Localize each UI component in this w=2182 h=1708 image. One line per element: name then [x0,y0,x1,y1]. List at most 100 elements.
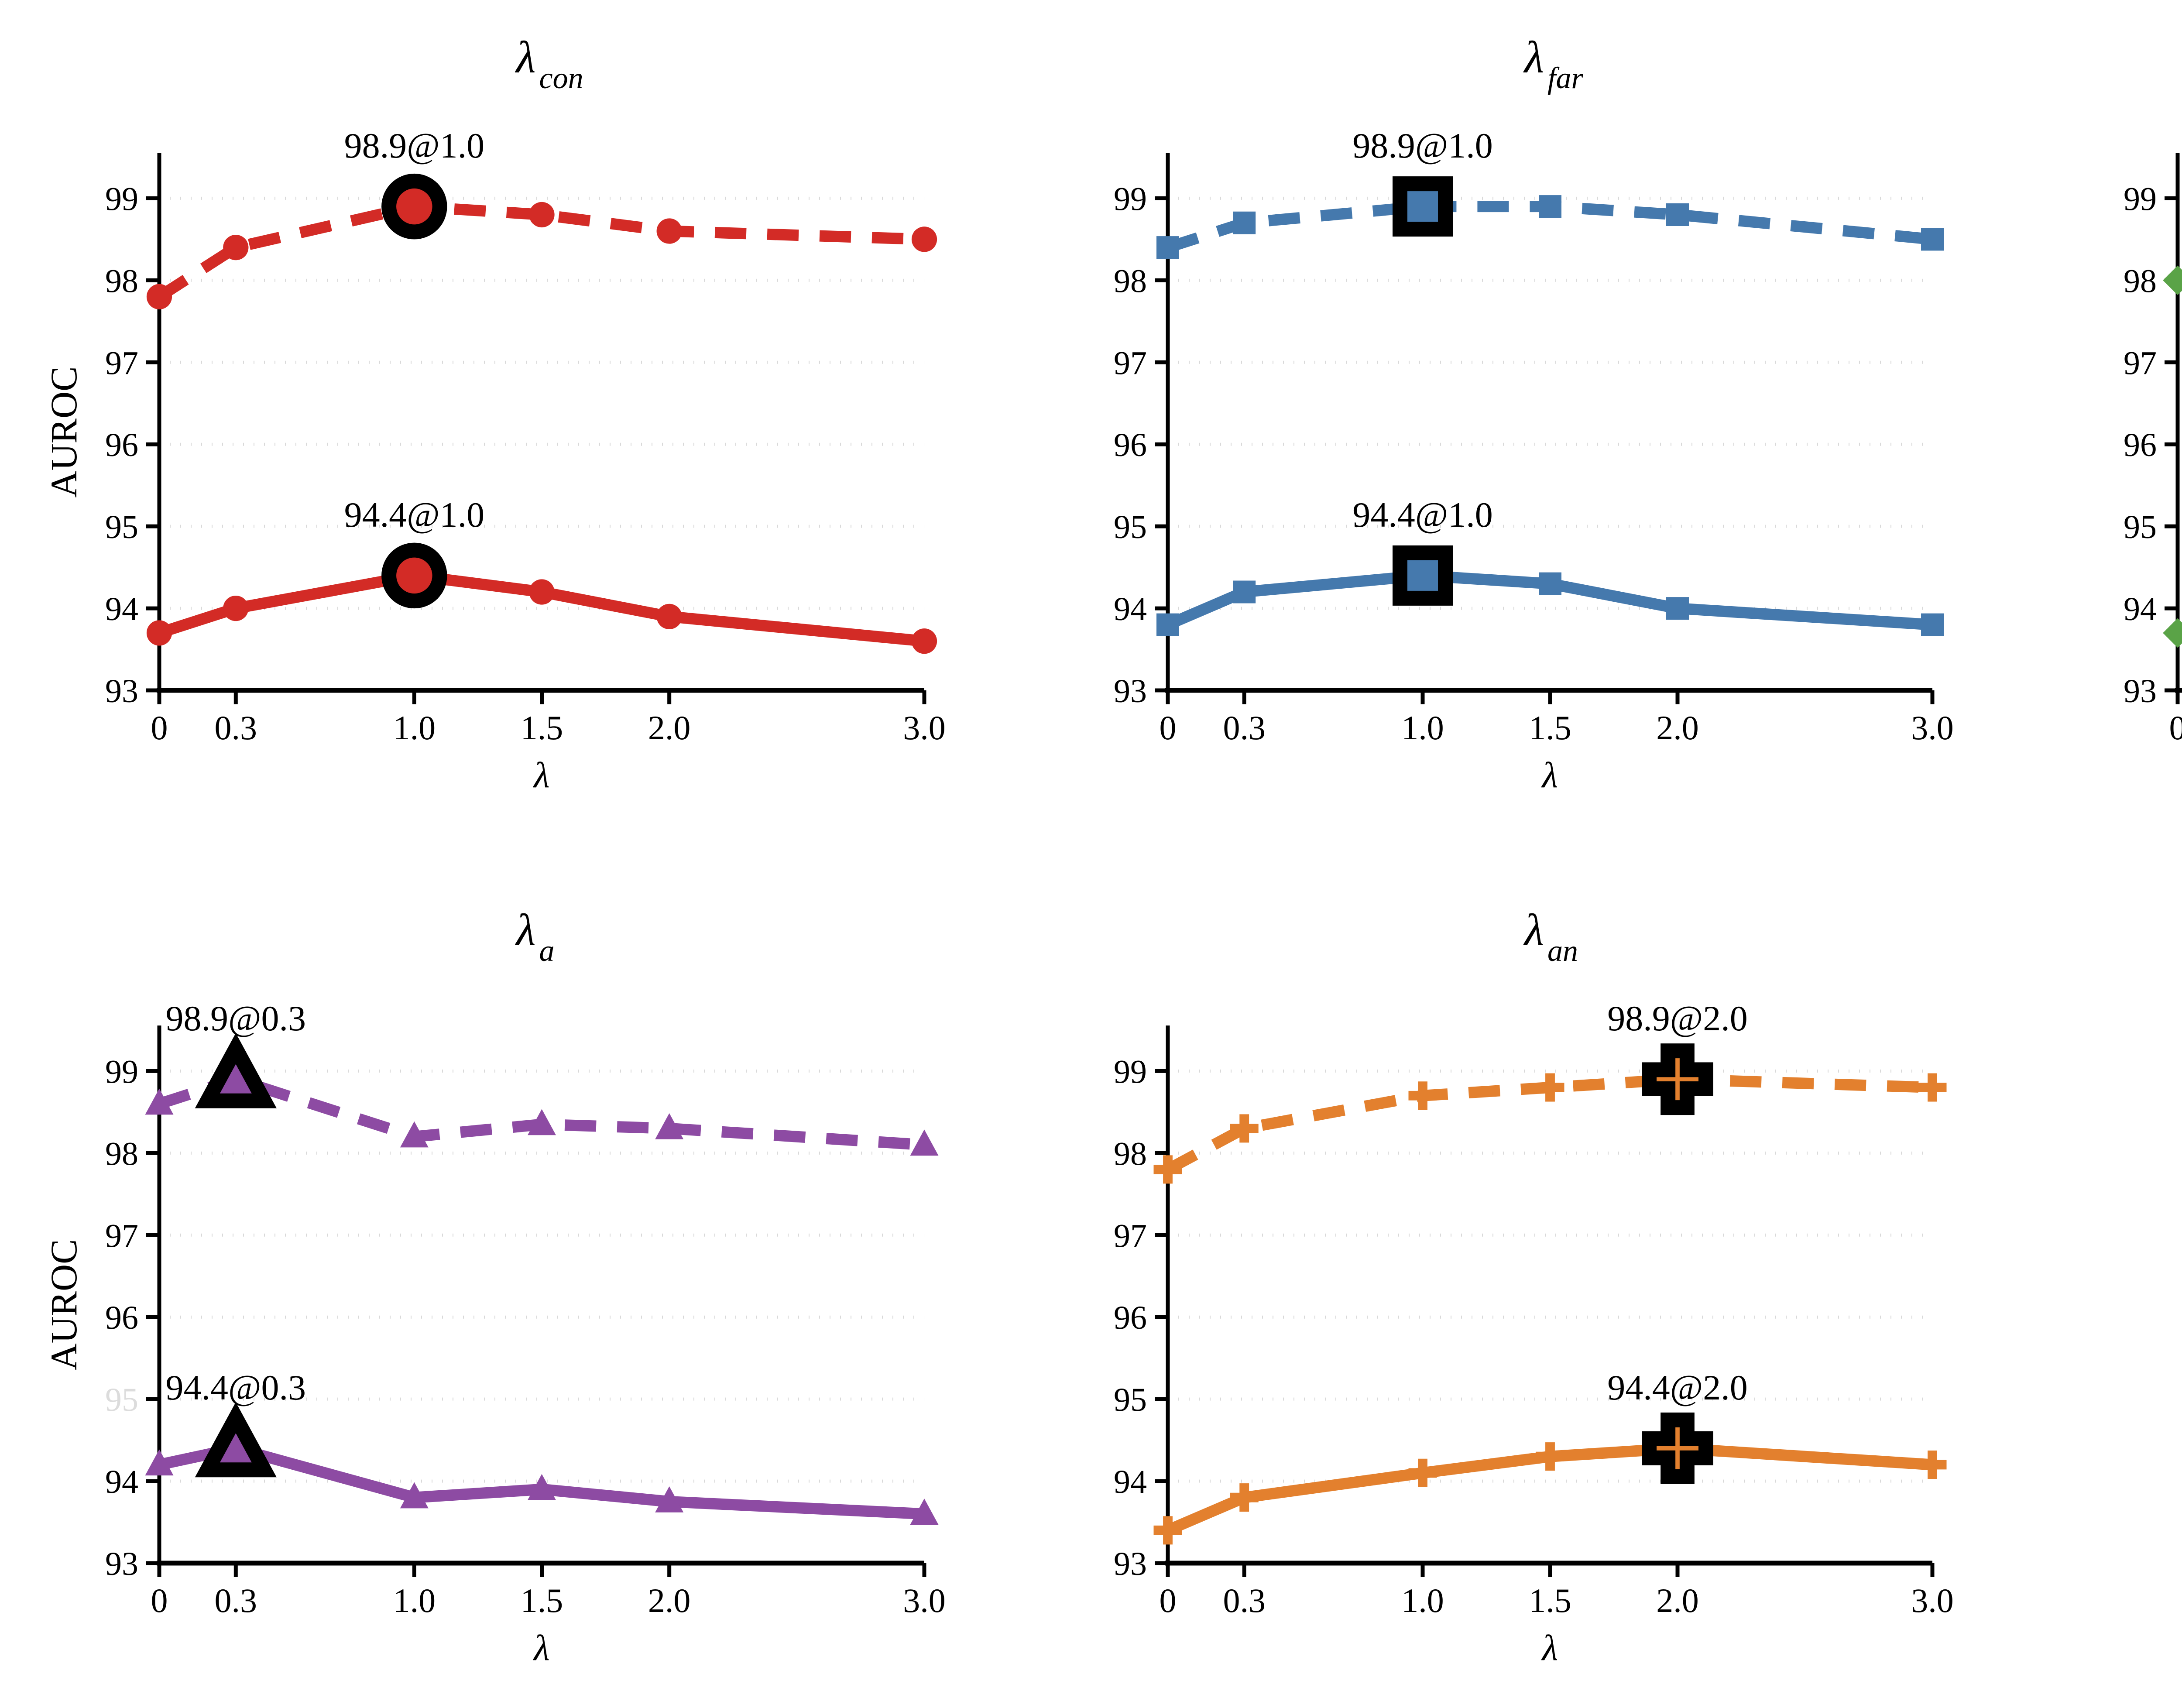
data-point-I-AUROC[interactable] [1921,613,1944,636]
data-point-P-AUROC[interactable] [911,226,937,252]
data-point-P-AUROC[interactable] [1233,211,1256,234]
peak-annotation: 98.9@2.0 [1607,998,1748,1038]
subplot-title: λ con [515,32,583,95]
series-line-I-AUROC [2176,625,2182,638]
data-point-I-AUROC[interactable] [1408,1458,1437,1487]
annotation-group: 98.9@0.3 94.4@0.3 [166,998,306,1407]
data-point-I-AUROC[interactable] [655,1486,684,1513]
data-point-P-AUROC[interactable] [528,1109,556,1135]
best-marker[interactable] [195,1033,277,1108]
data-point-I-AUROC[interactable] [400,1482,429,1509]
data-point-P-AUROC[interactable] [146,284,172,310]
annotation-group: 98.9@1.0 94.4@1.0 [344,126,485,535]
data-point-P-AUROC[interactable] [400,1121,429,1148]
data-point-I-AUROC[interactable] [1663,1434,1692,1463]
best-marker[interactable] [381,542,447,609]
data-point-I-AUROC[interactable] [1666,597,1689,620]
data-point-I-AUROC[interactable] [1230,1483,1259,1512]
y-tick-label: 97 [1114,1218,1147,1254]
data-point-I-AUROC[interactable] [401,562,427,589]
y-tick-label: 98 [105,1135,138,1172]
data-point-P-AUROC[interactable] [910,1129,939,1156]
data-point-P-AUROC[interactable] [529,202,555,228]
highlight-group [381,173,447,609]
best-marker[interactable] [1393,176,1453,237]
series-line-I-AUROC [1165,1442,1933,1536]
data-point-P-AUROC[interactable] [1666,203,1689,226]
annotation-group: 98.9@1.0 94.4@1.0 [1352,126,1493,535]
best-marker[interactable] [381,173,447,240]
title-lambda: λ [1523,32,1544,82]
title-subscript: an [1547,934,1578,968]
y-tick-label: 97 [105,1218,138,1254]
x-tick-label: 3.0 [903,709,946,747]
data-point-I-AUROC[interactable] [1156,613,1179,636]
data-point-I-AUROC[interactable] [145,1449,174,1476]
data-point-I-AUROC[interactable] [1536,1442,1564,1471]
data-point-I-AUROC[interactable] [1411,564,1434,587]
marker-group [2163,265,2182,648]
x-tick-group: 00.31.01.52.03.0 [2169,690,2182,747]
data-point-I-AUROC[interactable] [911,628,937,654]
x-tick-label: 1.0 [1401,709,1444,747]
y-tick-label: 93 [1114,673,1147,710]
best-marker[interactable] [1393,545,1453,606]
data-point-I-AUROC[interactable] [2163,618,2182,648]
data-point-P-AUROC[interactable] [223,235,249,261]
x-tick-label: 0 [1160,709,1177,747]
x-tick-label: 1.5 [1529,709,1571,747]
title-lambda: λ [1523,905,1544,955]
data-point-I-AUROC[interactable] [1918,1450,1947,1479]
data-point-I-AUROC[interactable] [528,1474,556,1500]
data-point-P-AUROC[interactable] [1408,1081,1437,1110]
x-tick-label: 0 [1160,1581,1177,1619]
data-point-I-AUROC[interactable] [1539,572,1561,595]
data-point-I-AUROC[interactable] [223,595,249,621]
data-point-P-AUROC[interactable] [1921,228,1944,251]
data-point-P-AUROC[interactable] [1663,1065,1692,1094]
y-tick-label: 95 [2124,509,2157,545]
best-marker[interactable] [1642,1043,1713,1115]
title-subscript: far [1547,62,1583,95]
data-point-P-AUROC[interactable] [2163,265,2182,295]
data-point-P-AUROC[interactable] [401,194,427,220]
data-point-P-AUROC[interactable] [1156,236,1179,259]
best-marker[interactable] [195,1402,277,1478]
series-group [156,201,925,647]
data-point-P-AUROC[interactable] [656,218,682,244]
data-point-P-AUROC[interactable] [145,1088,174,1115]
data-point-P-AUROC[interactable] [1230,1114,1259,1143]
data-point-P-AUROC[interactable] [1539,195,1561,218]
data-point-I-AUROC[interactable] [656,604,682,629]
data-point-P-AUROC[interactable] [1918,1073,1947,1102]
data-point-I-AUROC[interactable] [529,579,555,605]
data-point-I-AUROC[interactable] [910,1499,939,1525]
axes [1165,1025,1932,1566]
y-tick-label: 97 [105,345,138,381]
gridlines [159,196,924,692]
x-tick-label: 0.3 [1223,1581,1266,1619]
best-marker[interactable] [1642,1412,1713,1484]
y-tick-group: 93 94 95 96 97 98 99 [105,1053,159,1582]
series-line-P-AUROC [158,1074,925,1151]
y-tick-label: 99 [105,181,138,217]
data-point-P-AUROC[interactable] [1536,1073,1564,1102]
data-point-I-AUROC[interactable] [221,1433,250,1459]
data-point-P-AUROC[interactable] [655,1113,684,1139]
x-tick-label: 0 [2169,709,2182,747]
data-point-I-AUROC[interactable] [146,620,172,646]
series-line-I-AUROC [158,569,925,647]
data-point-P-AUROC[interactable] [1411,195,1434,218]
data-point-I-AUROC[interactable] [1153,1516,1182,1545]
annotation-group: 98.9@2.0 94.4@2.0 [1607,998,1748,1407]
data-point-P-AUROC[interactable] [221,1064,250,1090]
series-line-P-AUROC [1165,1074,1933,1175]
data-point-P-AUROC[interactable] [1153,1155,1182,1184]
data-point-I-AUROC[interactable] [1233,580,1256,604]
